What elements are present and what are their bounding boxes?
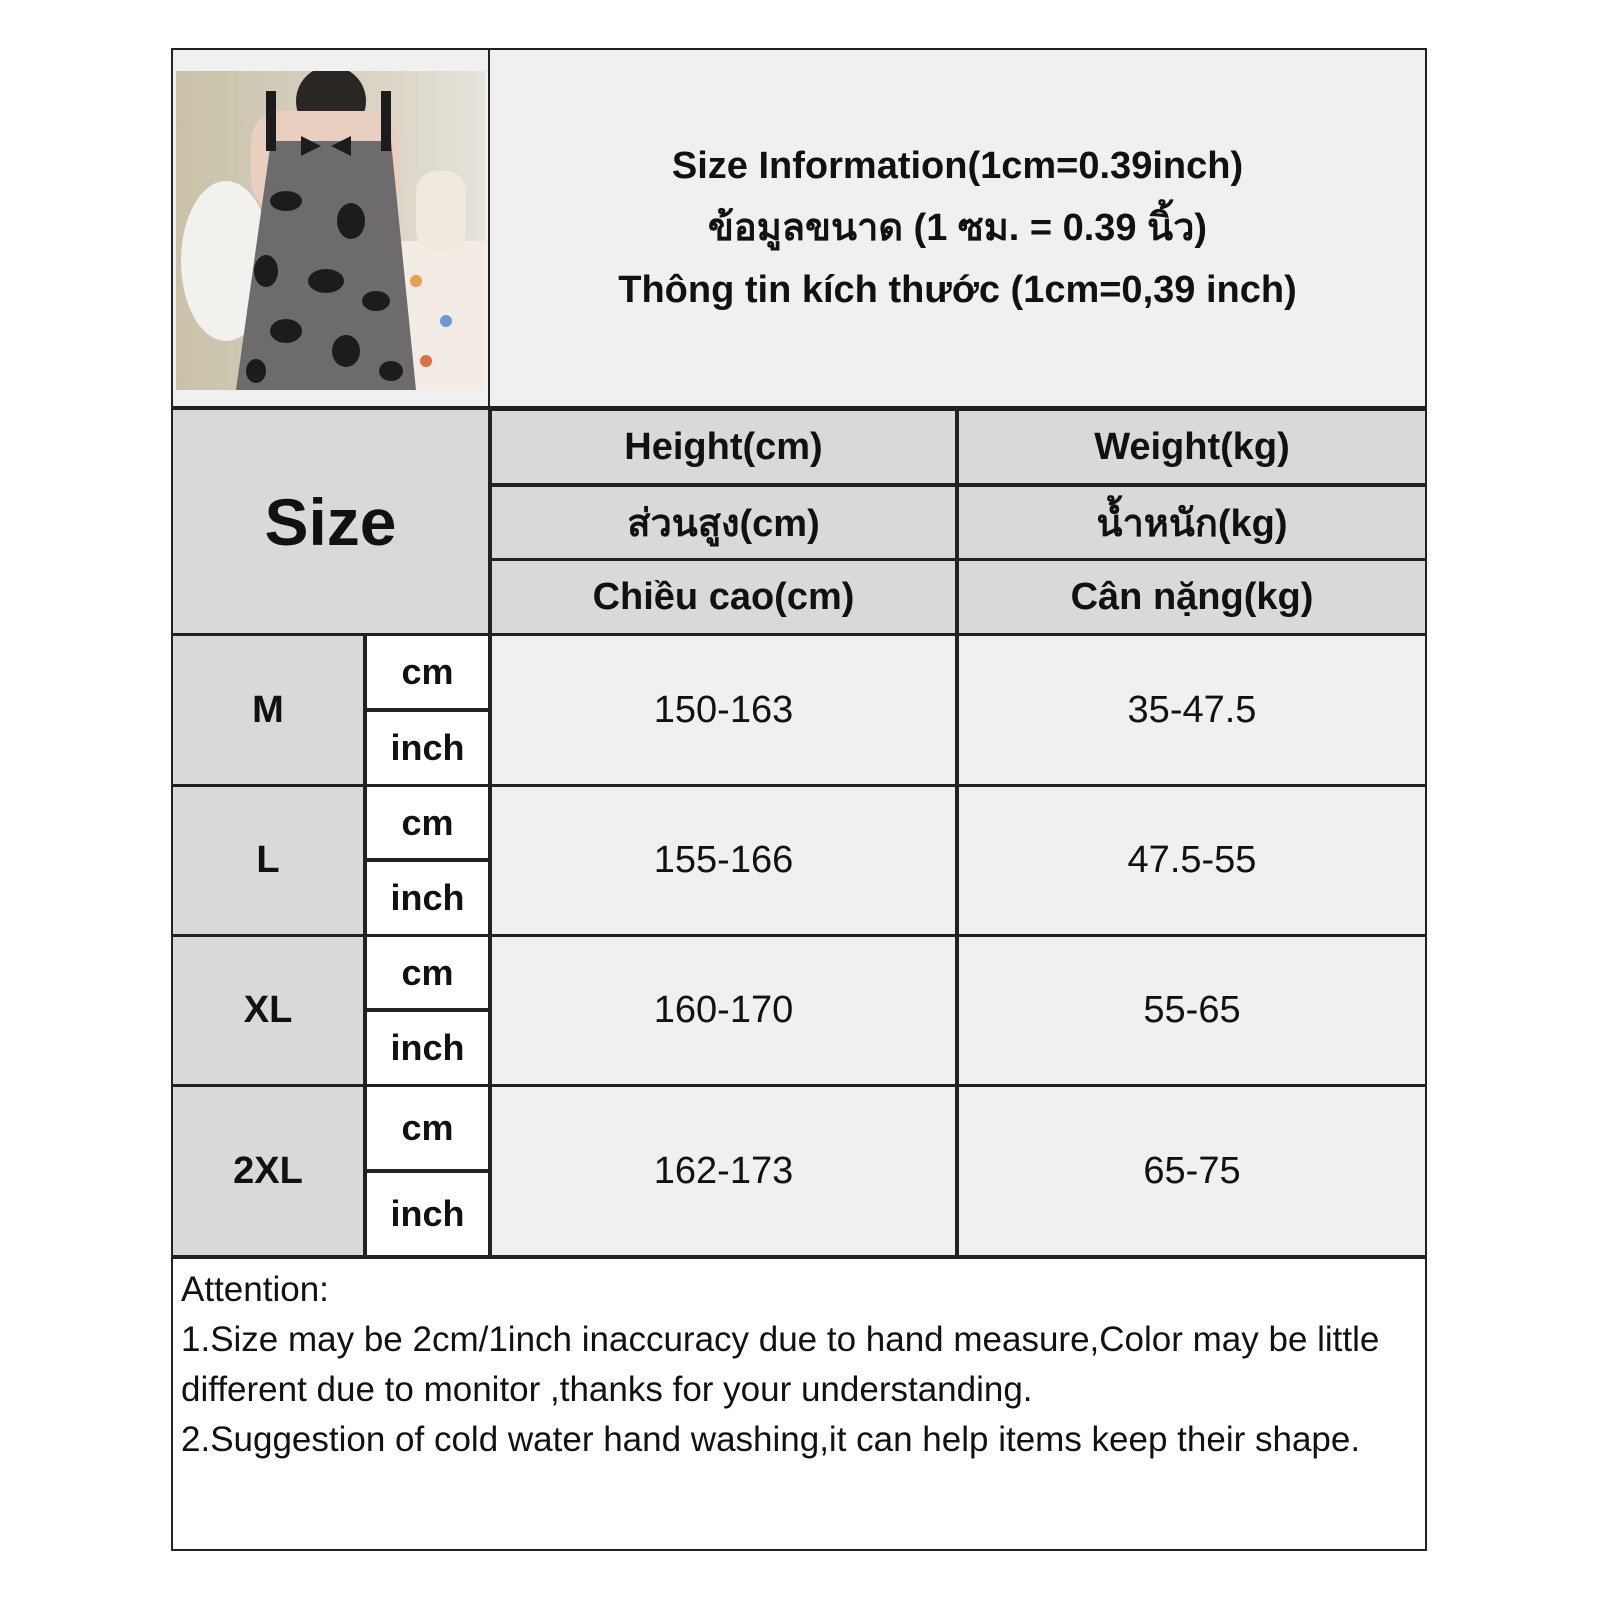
weight-value: 65-75 [959,1087,1425,1255]
unit-cm: cm [367,636,488,708]
height-value: 162-173 [492,1087,955,1255]
size-label: M [173,636,363,784]
size-header: Size [173,410,488,633]
size-label: L [173,787,363,934]
size-label: 2XL [173,1087,363,1255]
product-photo-cell [173,50,488,406]
weight-header-vi: Cân nặng(kg) [959,561,1425,633]
height-value: 150-163 [492,636,955,784]
unit-cm: cm [367,1087,488,1169]
attention-notes: Attention: 1.Size may be 2cm/1inch inacc… [173,1259,1425,1549]
product-photo [176,70,485,390]
weight-header-en: Weight(kg) [959,411,1425,483]
weight-value: 47.5-55 [959,787,1425,934]
unit-inch: inch [367,862,488,934]
unit-cm: cm [367,937,488,1008]
height-value: 160-170 [492,937,955,1084]
height-header-en: Height(cm) [492,411,955,483]
height-value: 155-166 [492,787,955,934]
unit-cm: cm [367,787,488,858]
note-1: 1.Size may be 2cm/1inch inaccuracy due t… [181,1320,1380,1409]
weight-header-th: น้ำหนัก(kg) [959,487,1425,558]
unit-inch: inch [367,1173,488,1255]
size-information-title: Size Information(1cm=0.39inch) ข้อมูลขนา… [490,50,1425,406]
title-vietnamese: Thông tin kích thước (1cm=0,39 inch) [618,269,1297,311]
size-label: XL [173,937,363,1084]
title-thai: ข้อมูลขนาด (1 ซม. = 0.39 นิ้ว) [707,207,1208,249]
unit-inch: inch [367,1012,488,1084]
unit-inch: inch [367,712,488,784]
note-2: 2.Suggestion of cold water hand washing,… [181,1420,1361,1459]
height-header-th: ส่วนสูง(cm) [492,487,955,558]
height-header-vi: Chiều cao(cm) [492,561,955,633]
weight-value: 35-47.5 [959,636,1425,784]
weight-value: 55-65 [959,937,1425,1084]
title-english: Size Information(1cm=0.39inch) [671,145,1244,187]
notes-title: Attention: [181,1270,329,1309]
